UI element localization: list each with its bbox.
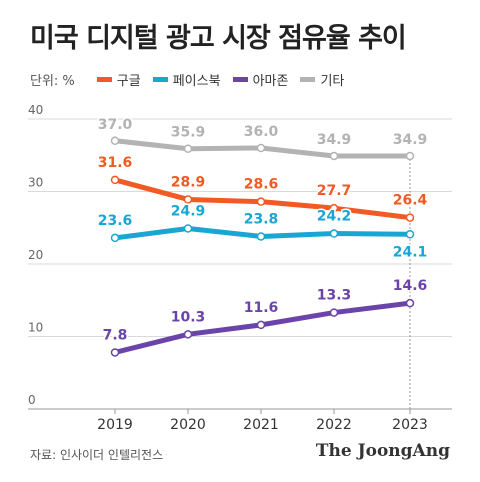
brand-logo: The JoongAng <box>315 441 450 461</box>
data-point-other <box>110 136 120 145</box>
data-point-other <box>329 151 339 161</box>
data-label-facebook: 24.2 <box>317 209 352 225</box>
data-label-google: 31.6 <box>98 155 133 171</box>
legend-label-facebook: 페이스북 <box>172 74 221 89</box>
y-tick-label: 30 <box>28 176 43 190</box>
legend-swatch-amazon <box>232 77 248 82</box>
data-label-other: 35.9 <box>171 125 206 141</box>
source-note: 자료: 인사이더 인텔리전스 <box>30 448 164 462</box>
x-tick-label: 2019 <box>97 417 133 433</box>
legend-label-other: 기타 <box>320 74 345 89</box>
x-tick-label: 2021 <box>243 417 279 433</box>
y-tick-label: 40 <box>28 103 43 117</box>
series-group <box>110 136 415 357</box>
legend-label-google: 구글 <box>116 74 141 89</box>
data-labels-group: 37.0 35.9 36.0 34.9 34.9 23.6 24.9 23.8 24.2 24.1… <box>96 115 429 345</box>
data-label-amazon: 13.3 <box>317 288 352 304</box>
data-point-facebook <box>110 233 120 243</box>
legend-item-facebook: 페이스북 <box>152 70 221 89</box>
data-point-other <box>256 143 266 153</box>
data-label-facebook: 24.1 <box>393 244 428 260</box>
legend-swatch-google <box>96 77 112 82</box>
data-point-amazon <box>329 308 339 317</box>
legend-item-google: 구글 <box>96 70 141 89</box>
y-tick-label: 0 <box>28 393 36 407</box>
data-point-facebook <box>256 232 266 241</box>
data-label-google: 28.6 <box>244 177 279 193</box>
legend-swatch-facebook <box>152 77 168 82</box>
legend-swatch-other <box>300 77 316 82</box>
data-label-facebook: 23.8 <box>244 211 279 227</box>
x-tick-labels: 2019 2020 2021 2022 2023 <box>97 409 428 433</box>
grid-lines <box>28 118 452 410</box>
data-point-google <box>329 203 339 213</box>
data-point-facebook <box>183 224 193 233</box>
y-tick-label: 20 <box>28 248 43 262</box>
legend-item-amazon: 아마존 <box>232 70 289 89</box>
data-point-facebook <box>405 230 415 239</box>
data-label-amazon: 7.8 <box>103 327 128 343</box>
data-point-other <box>183 144 193 153</box>
data-label-amazon: 10.3 <box>171 309 206 325</box>
chart-title: 미국 디지털 광고 시장 점유율 추이 <box>30 23 407 54</box>
data-point-google <box>405 213 415 222</box>
unit-label: 단위: % <box>30 74 75 89</box>
data-label-amazon: 14.6 <box>393 278 428 294</box>
data-point-facebook <box>329 229 339 238</box>
data-label-google: 26.4 <box>393 193 428 209</box>
legend: 단위: % 구글 페이스북 아마존 기타 <box>30 70 356 89</box>
data-point-amazon <box>183 330 193 339</box>
x-tick-label: 2022 <box>316 417 352 433</box>
data-label-other: 37.0 <box>98 117 133 133</box>
x-tick-label: 2020 <box>170 417 206 433</box>
data-label-other: 36.0 <box>244 124 279 140</box>
y-tick-labels: 0 10 20 30 40 <box>28 103 43 407</box>
data-label-google: 28.9 <box>171 174 206 190</box>
data-label-amazon: 11.6 <box>244 300 279 316</box>
y-tick-label: 10 <box>28 321 43 335</box>
data-point-google <box>256 197 266 206</box>
data-label-other: 34.9 <box>317 132 352 148</box>
data-point-amazon <box>110 348 120 357</box>
data-point-amazon <box>256 320 266 330</box>
data-label-google: 27.7 <box>317 183 352 199</box>
data-label-other: 34.9 <box>393 132 428 148</box>
data-point-amazon <box>405 298 415 308</box>
legend-label-amazon: 아마존 <box>252 74 289 89</box>
x-tick-label: 2023 <box>392 417 428 433</box>
legend-item-other: 기타 <box>300 70 344 89</box>
data-point-other <box>405 151 415 161</box>
data-label-facebook: 23.6 <box>98 213 133 229</box>
data-point-google <box>110 175 120 185</box>
data-point-google <box>183 195 193 204</box>
data-label-facebook: 24.9 <box>171 203 206 219</box>
